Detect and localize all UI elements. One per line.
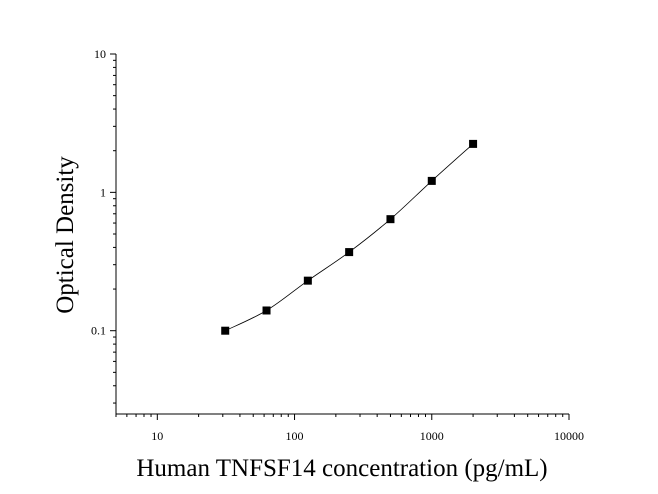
point: [427, 176, 436, 185]
x-axis-label: Human TNFSF14 concentration (pg/mL): [136, 455, 547, 482]
x-tick-label: 10000: [554, 429, 584, 443]
point: [386, 215, 395, 224]
x-tick-label: 10: [151, 429, 163, 443]
y-tick-label: 10: [94, 47, 106, 61]
y-tick-label: 0.1: [91, 324, 106, 338]
point: [262, 306, 271, 315]
point: [345, 248, 354, 257]
fit-curve: [225, 143, 474, 332]
point: [469, 139, 478, 148]
point: [221, 326, 230, 335]
x-tick-label: 100: [286, 429, 304, 443]
y-axis-label: Optical Density: [52, 156, 79, 314]
x-tick-label: 1000: [420, 429, 444, 443]
y-tick-label: 1: [100, 185, 106, 199]
point: [303, 276, 312, 285]
